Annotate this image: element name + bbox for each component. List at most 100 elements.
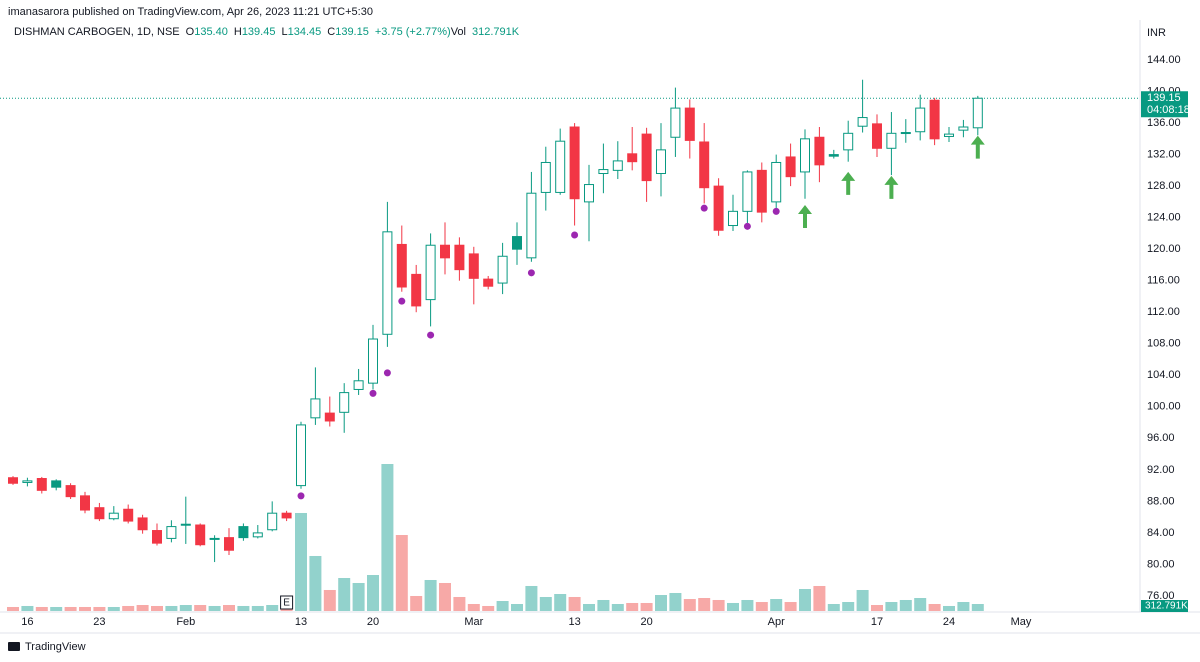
candle-body xyxy=(267,512,278,531)
legend-item: C xyxy=(327,26,335,38)
legend-item: 139.15 xyxy=(335,26,369,38)
volume-bar xyxy=(554,593,567,611)
candle-body xyxy=(857,117,868,127)
candle-body xyxy=(8,477,18,484)
volume-bar xyxy=(136,605,149,611)
volume-bar xyxy=(871,605,883,611)
volume-bar xyxy=(338,578,351,611)
volume-bar xyxy=(856,589,869,611)
volume-bar xyxy=(727,602,739,611)
candle-body xyxy=(166,526,177,539)
signal-arrow xyxy=(798,205,812,229)
volume-bar xyxy=(669,592,682,611)
signal-arrow xyxy=(970,135,985,159)
volume-bar xyxy=(323,589,336,611)
candle-body xyxy=(555,140,566,193)
candle-body xyxy=(382,231,393,335)
candle-body xyxy=(814,136,825,166)
event-box xyxy=(280,595,294,610)
candle-body xyxy=(454,244,465,271)
volume-bar xyxy=(914,598,927,611)
volume-bar xyxy=(482,605,495,611)
volume-bar xyxy=(971,604,984,611)
volume-bar xyxy=(655,595,667,611)
candle-body xyxy=(843,132,854,151)
volume-bar xyxy=(223,605,235,611)
volume-bar xyxy=(885,602,898,611)
volume-bar xyxy=(439,582,451,611)
candle-body xyxy=(728,210,738,227)
volume-bar xyxy=(21,605,34,611)
candle-body xyxy=(756,169,767,213)
y-tick-label: 84.00 xyxy=(1147,527,1175,539)
candle-body xyxy=(209,537,220,540)
x-tick-label: 20 xyxy=(640,616,652,628)
volume-bar xyxy=(352,582,365,611)
volume-bar xyxy=(799,589,811,611)
y-tick-label: 104.00 xyxy=(1147,369,1181,381)
x-tick-label: 24 xyxy=(943,616,955,628)
candle-body xyxy=(152,530,162,544)
candle-body xyxy=(396,243,407,288)
volume-bar xyxy=(424,579,437,611)
x-tick-label: 16 xyxy=(21,616,33,628)
candle-body xyxy=(540,161,551,193)
volume-bar xyxy=(381,464,394,611)
legend-item: 134.45 xyxy=(288,26,322,38)
volume-bar xyxy=(813,585,826,611)
legend-item: Vol xyxy=(451,26,466,38)
candle-body xyxy=(80,495,90,511)
candle-body xyxy=(51,480,62,488)
volume-bar xyxy=(151,605,163,611)
brand: TradingView xyxy=(25,641,86,653)
candle-body xyxy=(900,132,911,135)
signal-dot xyxy=(297,492,305,500)
volume-bar xyxy=(165,605,178,611)
candle-body xyxy=(440,244,450,259)
candle-body xyxy=(36,478,47,491)
volume-bar xyxy=(50,606,63,611)
y-tick-label: 76.00 xyxy=(1147,590,1175,602)
x-tick-label: 20 xyxy=(367,616,379,628)
candle-body xyxy=(972,97,983,129)
candle-body xyxy=(195,524,206,546)
volume-bar xyxy=(957,602,970,611)
volume-bar xyxy=(453,596,466,611)
x-tick-label: May xyxy=(1011,616,1032,628)
volume-bar xyxy=(640,602,653,611)
candle-body xyxy=(699,141,710,189)
volume-bar xyxy=(251,605,264,611)
volume-bar xyxy=(741,599,754,611)
volume-bar xyxy=(107,606,120,611)
volume-bar xyxy=(367,575,379,611)
signal-arrow xyxy=(884,175,899,199)
volume-bar xyxy=(928,603,941,611)
volume-bar xyxy=(712,599,725,611)
volume-bar xyxy=(295,512,307,611)
y-tick-label: 132.00 xyxy=(1147,149,1181,161)
volume-bar xyxy=(827,603,840,611)
signal-dot xyxy=(383,369,391,377)
signal-dot xyxy=(700,204,708,212)
signal-dot xyxy=(743,222,751,230)
candle-body xyxy=(771,161,782,203)
candle-body xyxy=(872,123,882,149)
signal-dot xyxy=(527,269,535,277)
volume-bar xyxy=(568,596,581,611)
candle-body xyxy=(123,508,134,522)
price-label-box xyxy=(1141,91,1188,118)
y-tick-label: 92.00 xyxy=(1147,464,1175,476)
signal-dot xyxy=(369,389,377,397)
volume-bar xyxy=(266,605,279,611)
volume-bar xyxy=(784,602,797,611)
candle-body xyxy=(368,338,378,384)
candle-body xyxy=(785,156,796,178)
candle-body xyxy=(598,169,609,175)
volume-bar xyxy=(770,599,783,611)
volume-bar xyxy=(611,603,624,611)
x-tick-label: Mar xyxy=(464,616,483,628)
candle-body xyxy=(526,192,537,259)
candle-body xyxy=(252,532,263,538)
x-tick-label: 13 xyxy=(295,616,307,628)
